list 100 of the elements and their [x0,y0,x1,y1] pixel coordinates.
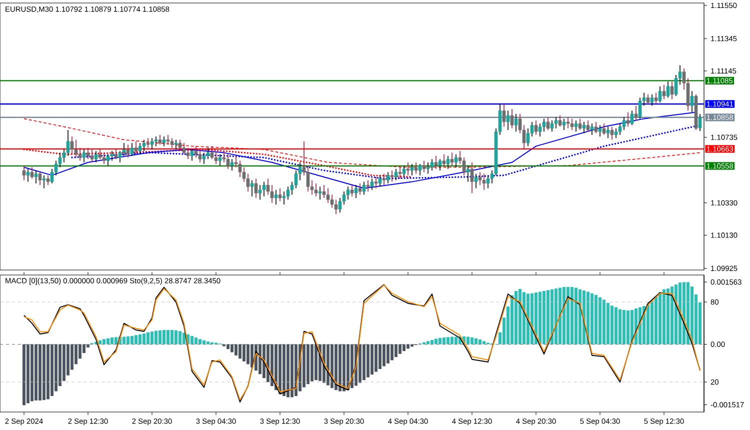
candlestick [182,142,186,155]
bar [230,344,234,352]
bar [30,344,34,402]
candlestick [162,136,166,147]
candlestick [594,122,598,134]
bar [518,288,522,344]
candlestick [190,149,194,162]
bar [622,310,626,344]
bar [650,300,654,344]
bar [442,338,446,344]
candlestick [454,154,458,168]
candlestick [174,139,178,150]
bar [166,330,170,344]
candlestick [30,166,34,179]
bar [478,340,482,344]
candlestick [434,156,438,170]
candlestick [574,120,578,132]
candlestick [154,136,158,147]
candlestick [670,81,674,100]
bar [326,344,330,386]
candlestick [638,97,642,120]
candlestick [554,116,558,129]
candlestick [366,180,370,192]
candlestick [94,150,98,163]
bar [522,292,526,344]
candlestick [262,181,266,197]
candlestick [418,164,422,176]
candlestick [394,168,398,181]
bar [662,289,666,344]
candlestick [38,172,42,186]
candlestick [422,160,426,172]
bar [374,344,378,372]
candlestick [654,92,658,105]
candlestick [278,188,282,202]
candlestick [102,152,106,164]
candlestick [442,154,446,168]
bar [474,338,478,344]
bar [286,344,290,398]
bar [370,344,374,375]
bar [206,342,210,344]
bar [542,290,546,344]
candlestick [430,158,434,171]
bar [454,336,458,344]
candlestick [230,158,234,171]
candlestick [350,184,354,197]
candlestick [378,174,382,188]
bar [654,296,658,344]
bar [302,344,306,388]
bar [450,336,454,344]
candlestick [150,138,154,150]
bar [614,307,618,344]
bar [170,330,174,344]
bar [350,344,354,388]
candlestick [470,162,474,194]
bar [554,288,558,344]
candlestick [698,114,702,132]
bar [598,297,602,344]
bar [194,338,198,344]
candlestick [510,108,514,129]
bar [198,339,202,344]
candlestick [658,86,662,103]
candlestick [398,166,402,179]
bar [546,290,550,344]
bar [190,336,194,344]
candlestick [534,120,538,136]
bar [666,288,670,344]
bar [46,344,50,400]
candlestick [550,120,554,132]
bar [426,341,430,344]
candlestick [582,122,586,134]
bar [234,344,238,356]
candlestick [106,154,110,166]
bar [538,292,542,344]
bar [130,336,134,344]
candlestick [178,139,182,152]
candlestick [114,149,118,160]
bar [558,288,562,344]
bar [346,344,350,390]
bar [242,344,246,362]
bar [106,338,110,344]
candlestick [354,184,358,198]
candlestick [74,139,78,158]
candlestick [82,149,86,163]
candlestick [578,118,582,130]
candlestick [406,162,410,176]
candlestick [482,173,486,190]
candlestick [414,162,418,174]
bar [670,286,674,344]
candlestick [202,152,206,164]
candlestick [610,126,614,140]
candlestick [650,94,654,106]
bar [306,344,310,384]
bar [470,338,474,344]
bar [98,340,102,344]
candlestick [374,176,378,189]
candlestick [134,140,138,155]
bar [466,336,470,344]
candlestick [46,174,50,186]
candlestick [126,144,130,158]
candlestick [254,178,258,198]
